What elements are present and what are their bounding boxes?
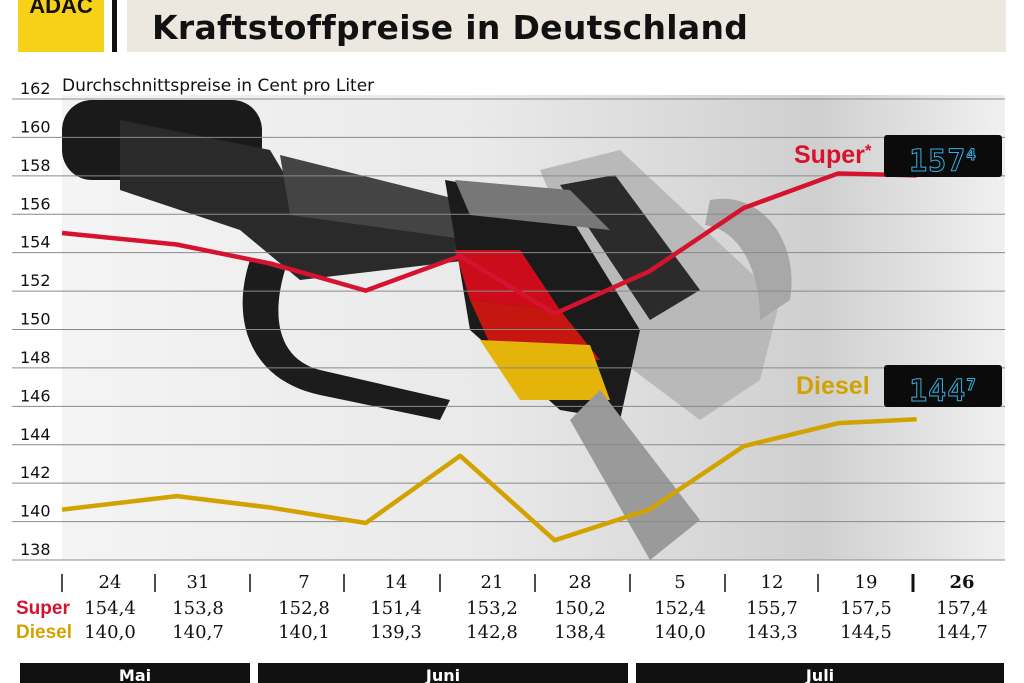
- page-title: Kraftstoffpreise in Deutschland: [152, 8, 749, 47]
- week-label: 5: [674, 572, 686, 593]
- diesel-value: 140,7: [172, 622, 224, 643]
- super-value: 151,4: [370, 598, 422, 619]
- month-bar-juli: Juli: [636, 663, 1004, 683]
- diesel-line: [61, 417, 917, 543]
- week-label: 26: [949, 572, 975, 593]
- y-tick-label: 140: [20, 502, 51, 521]
- y-tick-label: 144: [20, 425, 51, 444]
- diesel-value: 140,0: [84, 622, 136, 643]
- super-value: 154,4: [84, 598, 136, 619]
- diesel-value: 138,4: [554, 622, 606, 643]
- diesel-series-label: Diesel: [796, 372, 870, 400]
- y-axis-ticks: 138 140 142 144 146 148 150 152 154 156 158 160 162: [20, 79, 51, 559]
- y-tick-label: 156: [20, 194, 51, 213]
- y-axis-title: Durchschnittspreise in Cent pro Liter: [62, 76, 375, 96]
- super-display-fraction: 4: [966, 145, 977, 165]
- diesel-value: 144,7: [936, 622, 988, 643]
- y-tick-label: 142: [20, 463, 51, 482]
- super-value: 157,5: [840, 598, 892, 619]
- y-tick-label: 162: [20, 79, 51, 98]
- diesel-value: 143,3: [746, 622, 798, 643]
- gridlines: [12, 98, 1005, 561]
- y-tick-label: 160: [20, 117, 51, 136]
- diesel-value: 140,1: [278, 622, 330, 643]
- super-value: 155,7: [746, 598, 798, 619]
- y-tick-label: 148: [20, 348, 51, 367]
- y-tick-label: 158: [20, 156, 51, 175]
- y-tick-label: 146: [20, 386, 51, 405]
- super-value: 150,2: [554, 598, 606, 619]
- row-label-diesel: Diesel: [16, 622, 72, 643]
- fuel-nozzle-image: [62, 100, 792, 560]
- adac-logo: ADAC: [18, 0, 104, 52]
- super-value: 152,4: [654, 598, 706, 619]
- super-series-label: Super*: [794, 141, 872, 169]
- title-band: [127, 0, 1006, 52]
- month-bar-juni: Juni: [258, 663, 628, 683]
- divider: [112, 0, 117, 52]
- week-label: 19: [854, 572, 878, 593]
- table-separators: [61, 574, 915, 592]
- y-tick-label: 152: [20, 271, 51, 290]
- super-line: [61, 171, 917, 316]
- diesel-value: 140,0: [654, 622, 706, 643]
- diesel-display-fraction: 7: [966, 375, 977, 395]
- super-value: 157,4: [936, 598, 988, 619]
- week-label: 7: [298, 572, 310, 593]
- super-footnote-marker: *: [864, 141, 872, 160]
- diesel-value: 144,5: [840, 622, 892, 643]
- week-label: 12: [760, 572, 784, 593]
- row-label-super: Super: [16, 598, 70, 619]
- y-tick-label: 150: [20, 310, 51, 329]
- week-label: 24: [98, 572, 122, 593]
- series-lines: [61, 171, 917, 543]
- super-value: 153,2: [466, 598, 518, 619]
- week-label: 31: [186, 572, 210, 593]
- diesel-price-display: 1447: [884, 365, 1002, 410]
- diesel-value: 139,3: [370, 622, 422, 643]
- week-label: 28: [568, 572, 592, 593]
- super-price-display: 1574: [884, 135, 1002, 180]
- y-tick-label: 138: [20, 540, 51, 559]
- diesel-value: 142,8: [466, 622, 518, 643]
- super-value: 152,8: [278, 598, 330, 619]
- week-label: 14: [384, 572, 408, 593]
- week-label: 21: [480, 572, 504, 593]
- y-tick-label: 154: [20, 233, 51, 252]
- super-value: 153,8: [172, 598, 224, 619]
- header: ADAC Kraftstoffpreise in Deutschland: [0, 0, 1024, 56]
- month-bar-mai: Mai: [20, 663, 250, 683]
